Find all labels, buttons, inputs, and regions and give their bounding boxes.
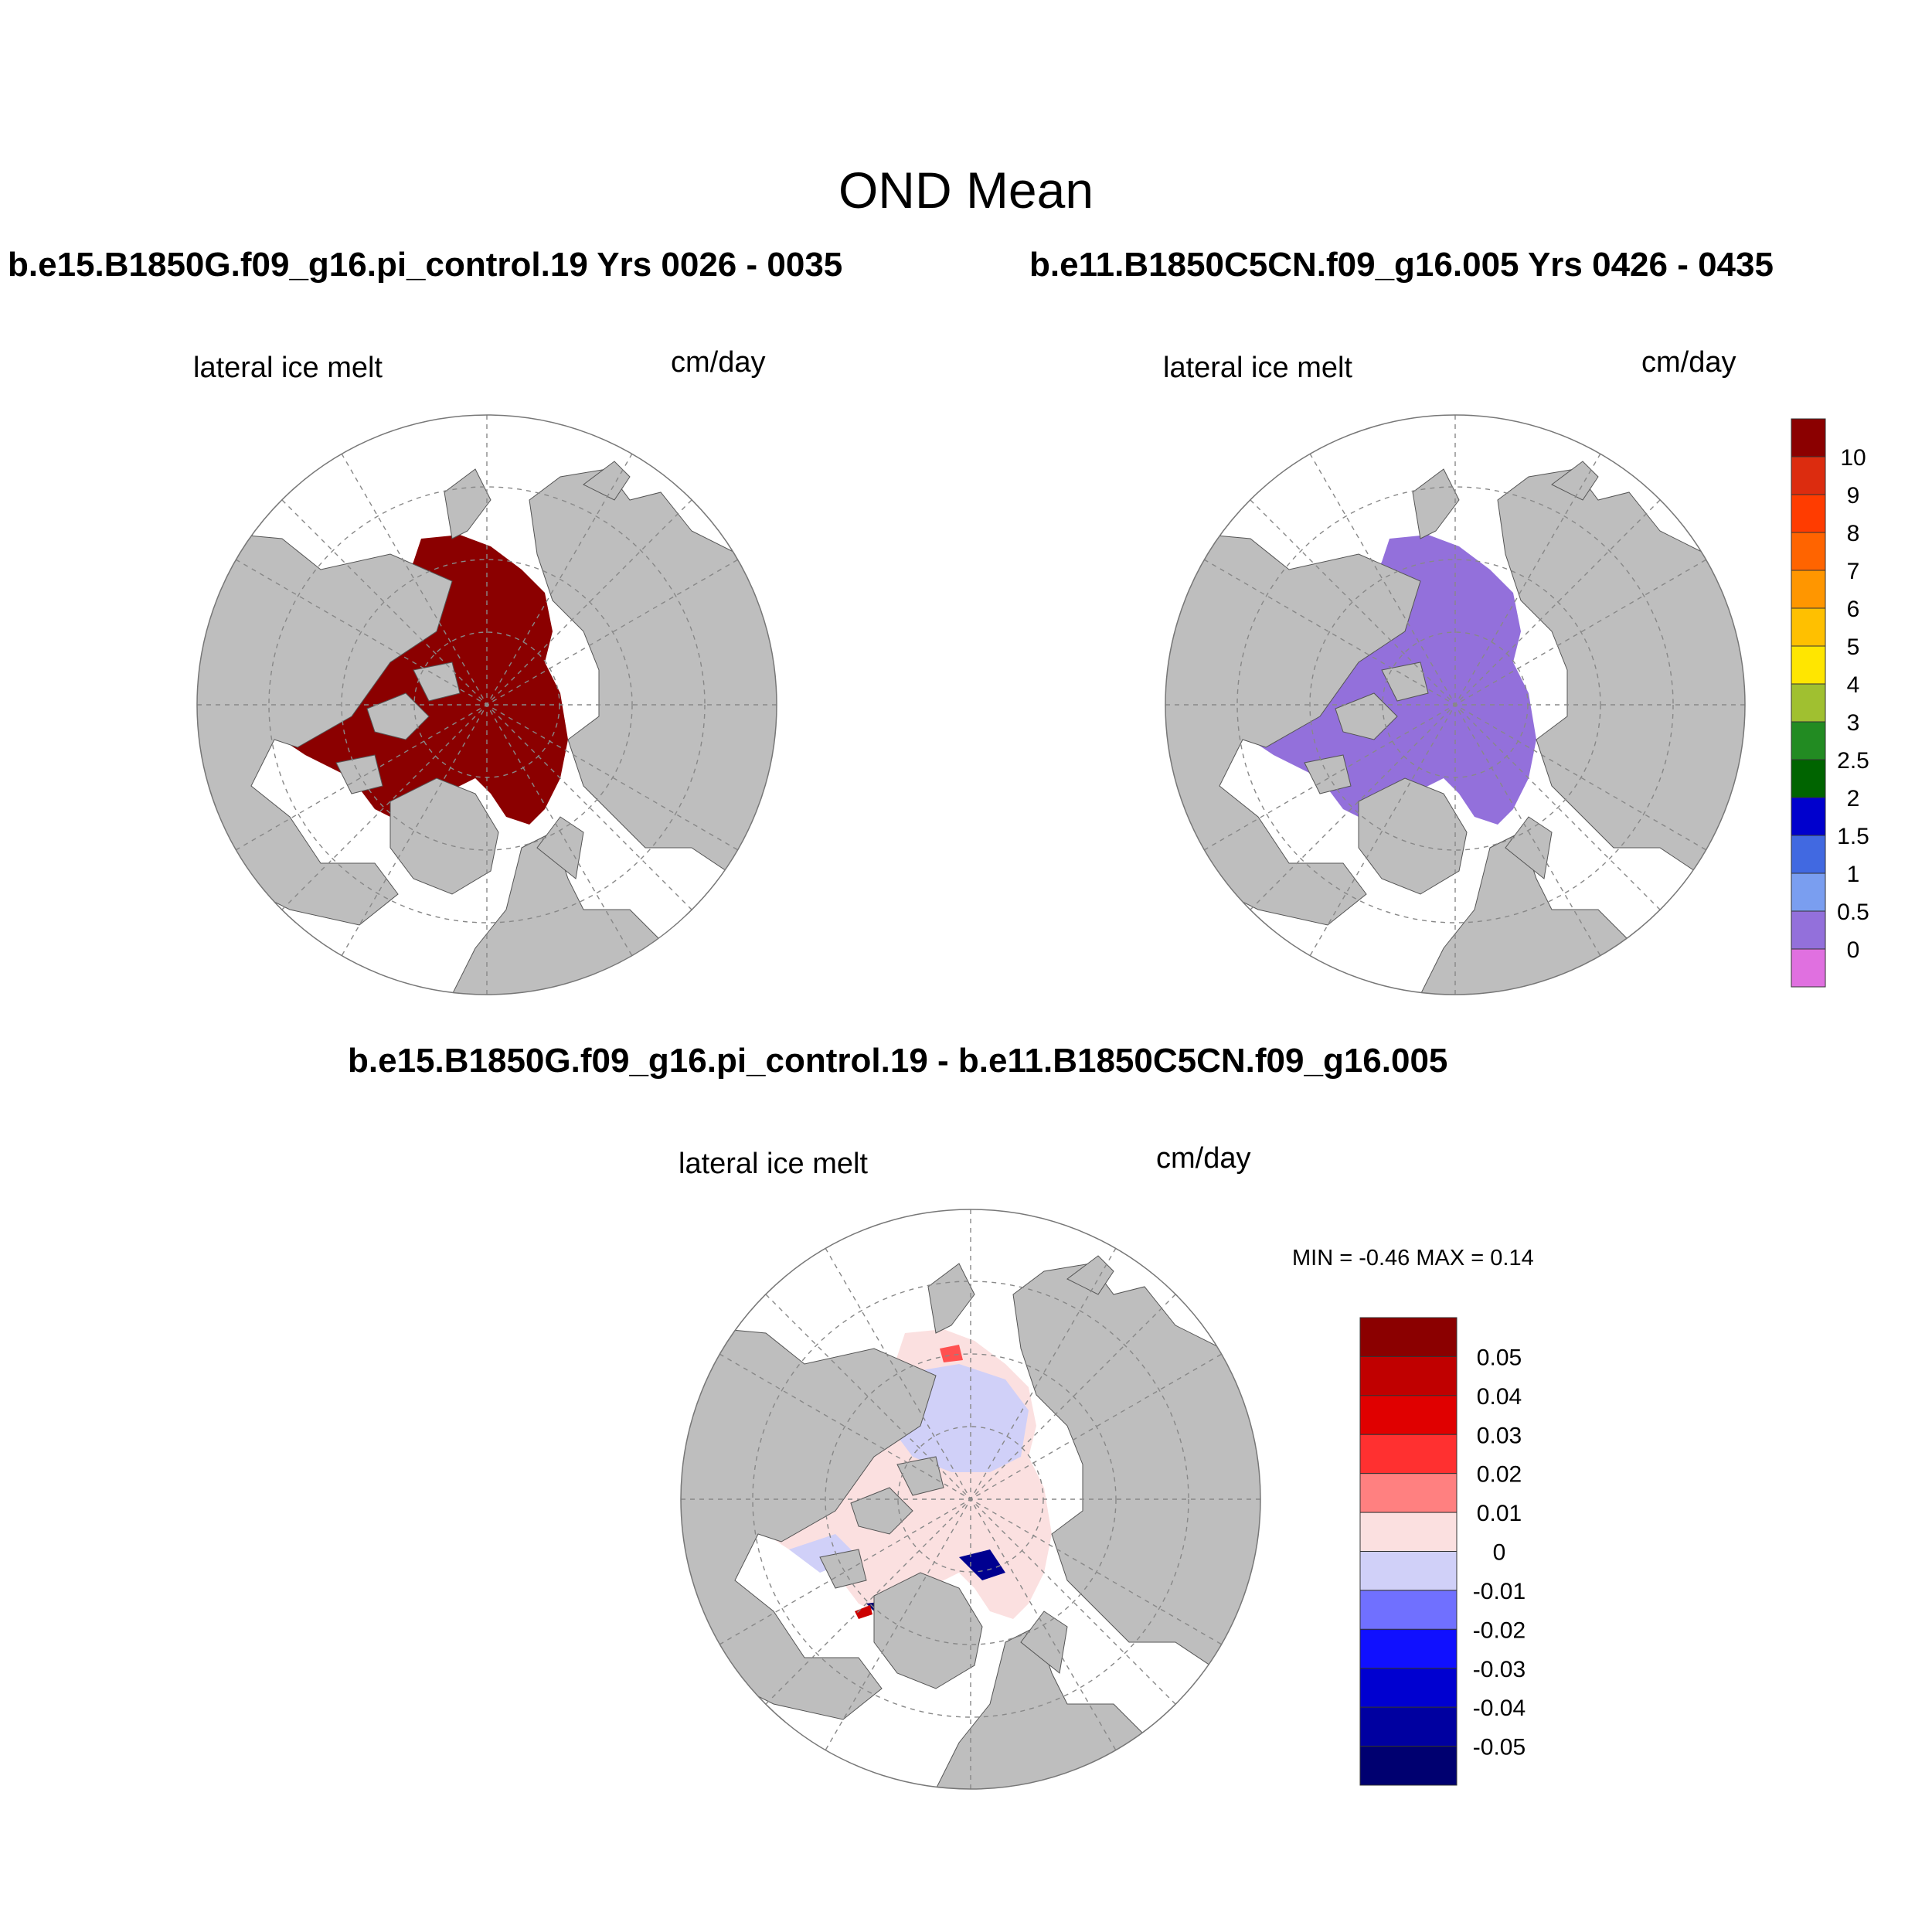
panel3-units-label: cm/day: [1156, 1142, 1251, 1175]
colorbar-difference: 0.05 0.04 0.03 0.02 0.01 0 -0.01 -0.02 -0.03 -0.0…: [1359, 1317, 1526, 1786]
panel3-variable-label: lateral ice melt: [679, 1148, 868, 1180]
colorbar-diff-tick-label: 0: [1493, 1540, 1506, 1566]
colorbar-diff-tick-label: -0.04: [1473, 1696, 1526, 1721]
colorbar-top-swatch: [1791, 570, 1826, 609]
colorbar-top-swatch: [1791, 418, 1826, 457]
colorbar-top-swatch: [1791, 835, 1826, 874]
colorbar-diff-swatch: [1359, 1746, 1458, 1786]
colorbar-diff-swatch: [1359, 1628, 1458, 1669]
colorbar-top-swatch: [1791, 456, 1826, 495]
colorbar-diff-tick-label: -0.01: [1473, 1579, 1526, 1604]
colorbar-diff-tick-label: 0.04: [1477, 1384, 1522, 1410]
colorbar-top-swatch: [1791, 872, 1826, 912]
colorbar-diff-swatch: [1359, 1395, 1458, 1435]
colorbar-diff-tick-label: -0.03: [1473, 1657, 1526, 1682]
colorbar-top-tick-label: 0: [1847, 937, 1860, 963]
colorbar-top-swatch: [1791, 721, 1826, 760]
colorbar-diff-swatch: [1359, 1590, 1458, 1630]
colorbar-diff-swatch: [1359, 1668, 1458, 1708]
panel2-variable-label: lateral ice melt: [1163, 352, 1352, 384]
colorbar-top-swatch: [1791, 948, 1826, 988]
panel2-units-label: cm/day: [1641, 346, 1736, 379]
colorbar-top-tick-label: 7: [1847, 559, 1860, 584]
colorbar-top-tick-label: 10: [1840, 445, 1866, 471]
colorbar-top-swatch: [1791, 607, 1826, 647]
map-panel1: [196, 414, 777, 995]
colorbar-diff-swatch: [1359, 1512, 1458, 1552]
colorbar-top-swatch: [1791, 494, 1826, 533]
colorbar-top-tick-label: 3: [1847, 710, 1860, 736]
colorbar-top-swatch: [1791, 532, 1826, 571]
colorbar-diff-tick-label: 0.02: [1477, 1462, 1522, 1488]
colorbar-top-tick-label: 2.5: [1837, 748, 1869, 774]
colorbar-diff-tick-label: -0.02: [1473, 1617, 1526, 1643]
colorbar-top-swatch: [1791, 910, 1826, 950]
colorbar-top-tick-label: 1.5: [1837, 824, 1869, 849]
colorbar-panels-1-2: 10 9 8 7 6 5 4 3 2.5 2 1.5 1 0.5 0: [1791, 418, 1869, 988]
panel2-title: b.e11.B1850C5CN.f09_g16.005 Yrs 0426 - 0…: [1029, 246, 1774, 284]
figure-title: OND Mean: [838, 162, 1094, 219]
colorbar-top-tick-label: 5: [1847, 634, 1860, 660]
colorbar-top-swatch: [1791, 797, 1826, 836]
colorbar-top-tick-label: 9: [1847, 483, 1860, 509]
colorbar-diff-tick-label: -0.05: [1473, 1735, 1526, 1760]
colorbar-diff-tick-label: 0.05: [1477, 1345, 1522, 1370]
colorbar-top-tick-label: 8: [1847, 521, 1860, 546]
colorbar-diff-swatch: [1359, 1317, 1458, 1357]
colorbar-top-tick-label: 4: [1847, 672, 1860, 698]
panel1-title: b.e15.B1850G.f09_g16.pi_control.19 Yrs 0…: [8, 246, 843, 284]
colorbar-diff-swatch: [1359, 1434, 1458, 1475]
colorbar-top-swatch: [1791, 759, 1826, 798]
map-panel3: [680, 1209, 1261, 1790]
colorbar-top-tick-label: 2: [1847, 786, 1860, 811]
colorbar-top-tick-label: 6: [1847, 597, 1860, 622]
colorbar-top-tick-label: 0.5: [1837, 900, 1869, 925]
colorbar-top-swatch: [1791, 683, 1826, 723]
panel1-units-label: cm/day: [671, 346, 766, 379]
diff-min-max-label: MIN = -0.46 MAX = 0.14: [1292, 1246, 1534, 1270]
panel1-variable-label: lateral ice melt: [193, 352, 383, 384]
map-panel2: [1165, 414, 1746, 995]
colorbar-diff-swatch: [1359, 1551, 1458, 1591]
colorbar-diff-swatch: [1359, 1706, 1458, 1747]
colorbar-top-tick-label: 1: [1847, 862, 1860, 887]
colorbar-diff-tick-label: 0.01: [1477, 1501, 1522, 1526]
colorbar-top-swatch: [1791, 645, 1826, 685]
colorbar-diff-tick-label: 0.03: [1477, 1423, 1522, 1448]
colorbar-diff-swatch: [1359, 1473, 1458, 1513]
panel3-title: b.e15.B1850G.f09_g16.pi_control.19 - b.e…: [348, 1042, 1448, 1080]
colorbar-diff-swatch: [1359, 1355, 1458, 1396]
